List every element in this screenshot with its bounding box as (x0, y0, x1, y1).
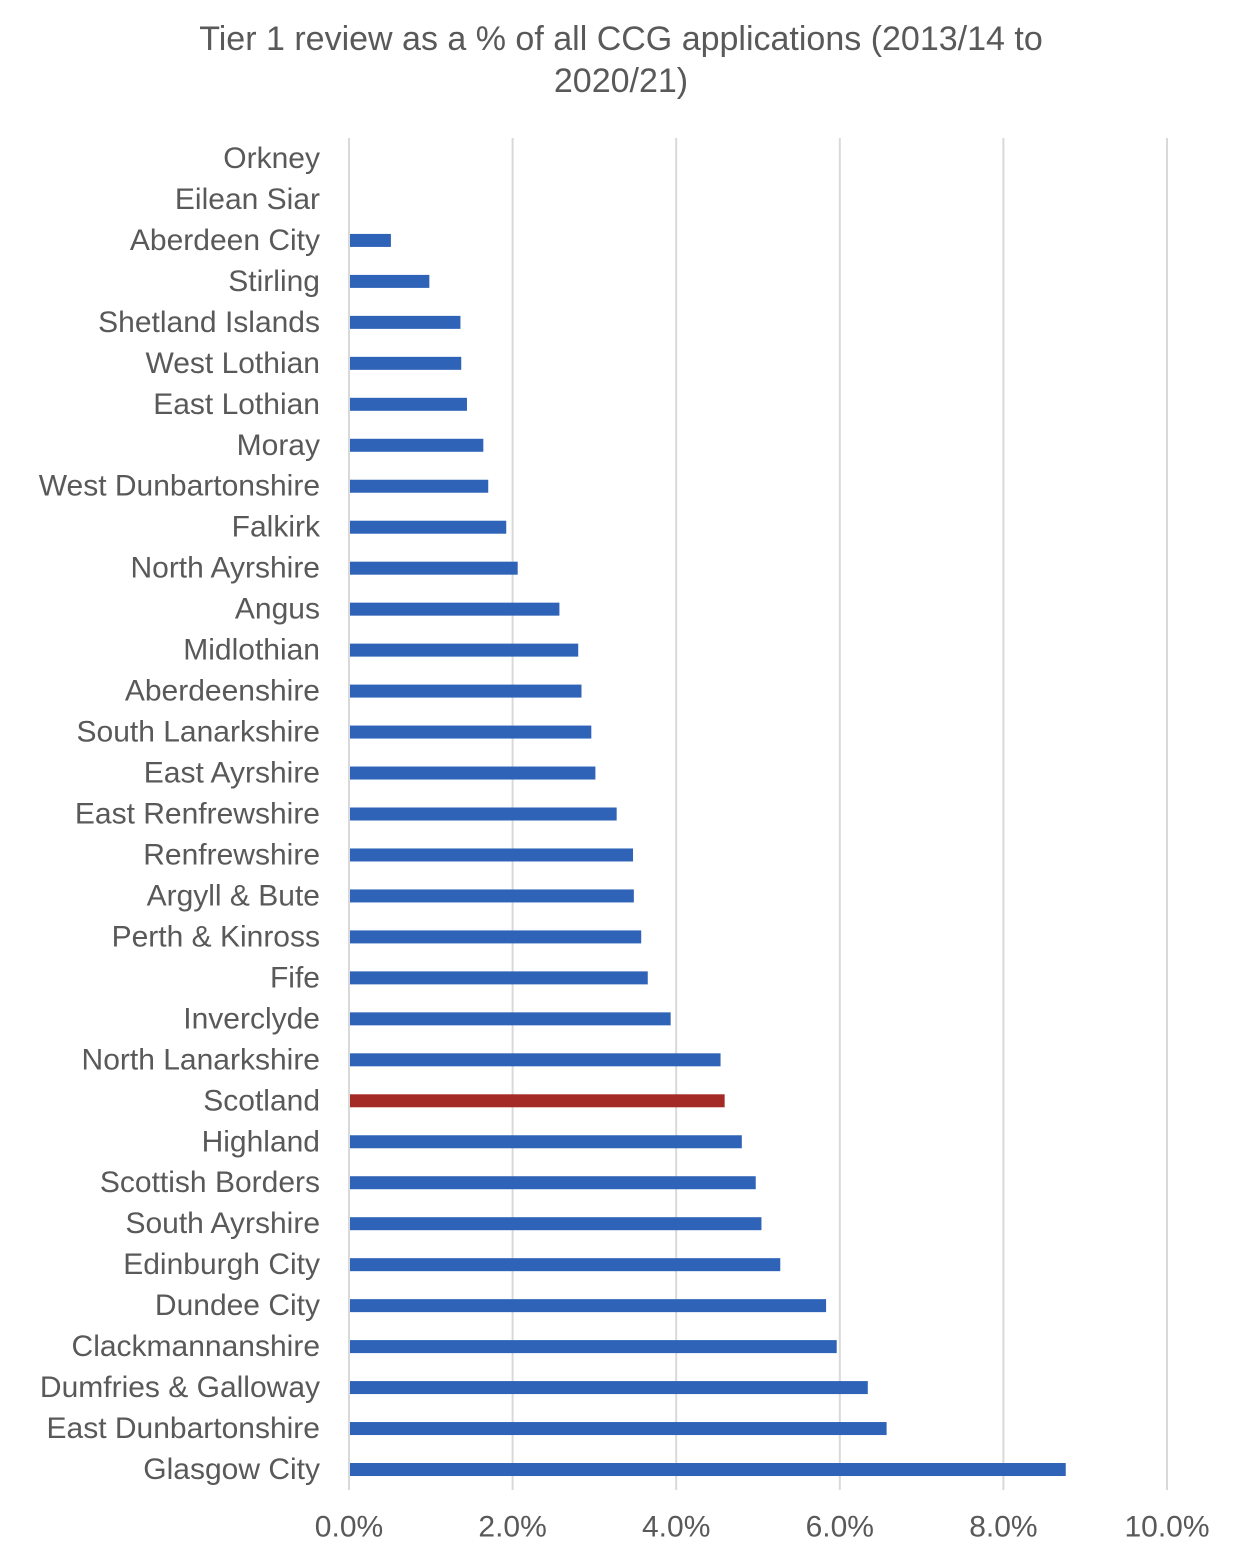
category-label-moray: Moray (237, 429, 320, 462)
category-label-scotland: Scotland (203, 1084, 320, 1117)
category-label-eilean-siar: Eilean Siar (175, 183, 320, 216)
bar-renfrewshire (350, 848, 634, 862)
bar-highland (350, 1135, 742, 1149)
category-label-argyll-and-bute: Argyll & Bute (147, 879, 320, 912)
bar-inverclyde (350, 1012, 671, 1026)
category-label-inverclyde: Inverclyde (183, 1002, 320, 1035)
bar-east-ayrshire (350, 766, 596, 780)
x-tick-label-4: 8.0% (969, 1511, 1037, 1544)
bar-midlothian (350, 643, 579, 657)
x-tick-label-1: 2.0% (478, 1511, 546, 1544)
category-label-renfrewshire: Renfrewshire (143, 838, 320, 871)
bar-stirling (350, 274, 430, 288)
bar-angus (350, 602, 560, 616)
category-label-east-ayrshire: East Ayrshire (144, 757, 320, 790)
category-label-west-lothian: West Lothian (145, 347, 320, 380)
category-label-north-lanarkshire: North Lanarkshire (82, 1043, 320, 1076)
bar-falkirk (350, 520, 507, 534)
category-label-east-renfrewshire: East Renfrewshire (75, 798, 320, 831)
category-label-scottish-borders: Scottish Borders (100, 1166, 320, 1199)
bar-clackmannanshire (350, 1340, 837, 1354)
bar-west-lothian (350, 356, 462, 370)
category-label-east-dunbartonshire: East Dunbartonshire (47, 1412, 321, 1445)
bar-shetland-islands (350, 315, 461, 329)
category-label-south-ayrshire: South Ayrshire (125, 1207, 320, 1240)
category-label-fife: Fife (270, 961, 320, 994)
bar-edinburgh-city (350, 1258, 781, 1272)
category-labels: Orkney Eilean Siar Aberdeen City Stirling Sh… (39, 142, 321, 1486)
chart-title: Tier 1 review as a % of all CCG applicat… (199, 20, 1043, 100)
x-tick-labels: 0.0% 2.0% 4.0% 6.0% 8.0% 10.0% (315, 1511, 1210, 1544)
category-label-orkney: Orkney (223, 142, 320, 175)
bar-east-lothian (350, 397, 467, 411)
bar-fife (350, 971, 648, 985)
bar-north-ayrshire (350, 561, 518, 575)
bar-argyll-and-bute (350, 889, 634, 903)
category-label-east-lothian: East Lothian (153, 388, 320, 421)
category-label-edinburgh-city: Edinburgh City (123, 1248, 320, 1281)
bar-north-lanarkshire (350, 1053, 721, 1067)
category-label-aberdeenshire: Aberdeenshire (125, 675, 320, 708)
bar-east-dunbartonshire (350, 1422, 887, 1436)
bar-scottish-borders (350, 1176, 756, 1190)
category-label-clackmannanshire: Clackmannanshire (72, 1330, 320, 1363)
bar-aberdeen-city (350, 233, 391, 247)
bar-dumfries-and-galloway (350, 1381, 868, 1395)
x-tick-label-0: 0.0% (315, 1511, 383, 1544)
x-tick-label-5: 10.0% (1124, 1511, 1209, 1544)
bar-glasgow-city (350, 1463, 1066, 1477)
bars (350, 233, 1066, 1477)
category-label-glasgow-city: Glasgow City (143, 1453, 320, 1486)
category-label-perth-and-kinross: Perth & Kinross (112, 920, 320, 953)
x-tick-label-3: 6.0% (806, 1511, 874, 1544)
bar-south-lanarkshire (350, 725, 592, 739)
bar-scotland (350, 1094, 725, 1108)
category-label-dundee-city: Dundee City (155, 1289, 320, 1322)
category-label-south-lanarkshire: South Lanarkshire (77, 716, 321, 749)
category-label-stirling: Stirling (228, 265, 320, 298)
category-label-aberdeen-city: Aberdeen City (130, 224, 320, 257)
bar-aberdeenshire (350, 684, 582, 698)
bar-moray (350, 438, 484, 452)
bar-south-ayrshire (350, 1217, 762, 1231)
category-label-angus: Angus (235, 593, 320, 626)
bar-west-dunbartonshire (350, 479, 489, 493)
category-label-shetland-islands: Shetland Islands (98, 306, 320, 339)
bar-east-renfrewshire (350, 807, 617, 821)
bar-dundee-city (350, 1299, 827, 1313)
category-label-midlothian: Midlothian (183, 634, 320, 667)
category-label-falkirk: Falkirk (232, 511, 321, 544)
bar-perth-and-kinross (350, 930, 642, 944)
category-label-north-ayrshire: North Ayrshire (130, 552, 320, 585)
category-label-west-dunbartonshire: West Dunbartonshire (39, 470, 320, 503)
category-label-dumfries-and-galloway: Dumfries & Galloway (40, 1371, 320, 1404)
x-tick-label-2: 4.0% (642, 1511, 710, 1544)
category-label-highland: Highland (202, 1125, 320, 1158)
